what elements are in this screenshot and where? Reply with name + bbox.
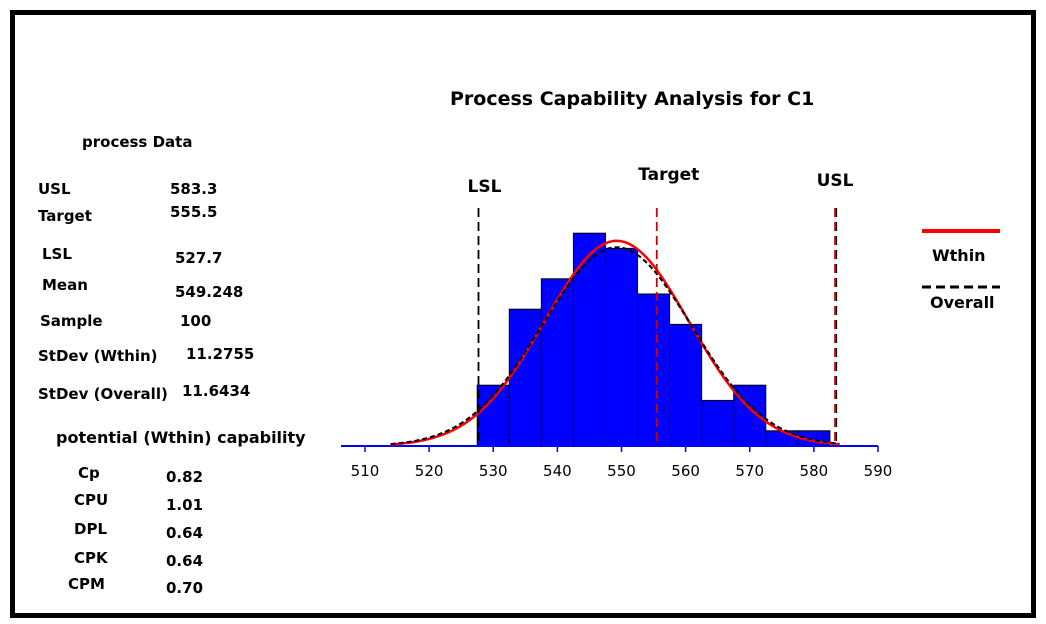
- legend-label-overall: Overall: [930, 293, 995, 312]
- stat-label-stdev-within: StDev (Wthin): [38, 347, 158, 365]
- histogram-bar: [476, 384, 510, 447]
- cap-label-dpl: DPL: [74, 520, 108, 538]
- x-tick-label: 520: [415, 462, 444, 480]
- histogram-bar: [572, 232, 606, 447]
- spec-label-usl: USL: [817, 171, 854, 191]
- x-tick-label: 510: [351, 462, 380, 480]
- stat-label-mean: Mean: [42, 276, 88, 294]
- legend-label-within: Wthin: [932, 246, 986, 265]
- stat-value-stdev-overall: 11.6434: [182, 382, 251, 400]
- chart-title: Process Capability Analysis for C1: [450, 88, 815, 110]
- cap-value-dpl: 0.64: [166, 524, 204, 542]
- spec-label-target: Target: [638, 165, 699, 185]
- stat-value-target: 555.5: [170, 203, 218, 221]
- histogram-bar: [701, 399, 735, 447]
- stat-value-sample: 100: [180, 312, 212, 330]
- x-tick-label: 550: [607, 462, 636, 480]
- stat-value-mean: 549.248: [175, 283, 244, 301]
- stat-label-target: Target: [38, 207, 92, 225]
- x-tick-label: 590: [864, 462, 893, 480]
- stat-label-usl: USL: [38, 180, 71, 198]
- within-curve: [390, 239, 840, 446]
- stat-label-stdev-overall: StDev (Overall): [38, 385, 168, 403]
- stat-label-sample: Sample: [40, 312, 103, 330]
- x-tick-label: 560: [671, 462, 700, 480]
- x-tick-label: 580: [800, 462, 829, 480]
- x-tick-label: 570: [735, 462, 764, 480]
- cap-label-cp: Cp: [78, 464, 100, 482]
- cap-label-cpk: CPK: [74, 549, 108, 567]
- spec-label-lsl: LSL: [468, 177, 502, 197]
- histogram-bar: [540, 278, 574, 447]
- histogram-bar: [508, 308, 542, 447]
- histogram-bar: [637, 293, 671, 447]
- cap-label-cpm: CPM: [68, 575, 105, 593]
- cap-value-cp: 0.82: [166, 468, 204, 486]
- stat-value-stdev-within: 11.2755: [186, 345, 255, 363]
- x-tick-label: 540: [543, 462, 572, 480]
- process-data-heading: process Data: [82, 133, 193, 151]
- stat-value-usl: 583.3: [170, 180, 218, 198]
- cap-value-cpk: 0.64: [166, 552, 204, 570]
- histogram-bar: [669, 323, 703, 447]
- stat-label-lsl: LSL: [42, 245, 72, 263]
- histogram-bar: [604, 247, 639, 447]
- x-tick-label: 530: [479, 462, 508, 480]
- cap-label-cpu: CPU: [74, 491, 109, 509]
- stat-value-lsl: 527.7: [175, 249, 223, 267]
- cap-value-cpm: 0.70: [166, 579, 204, 597]
- capability-heading: potential (Wthin) capability: [56, 428, 306, 447]
- overall-curve: [390, 246, 840, 445]
- cap-value-cpu: 1.01: [166, 496, 204, 514]
